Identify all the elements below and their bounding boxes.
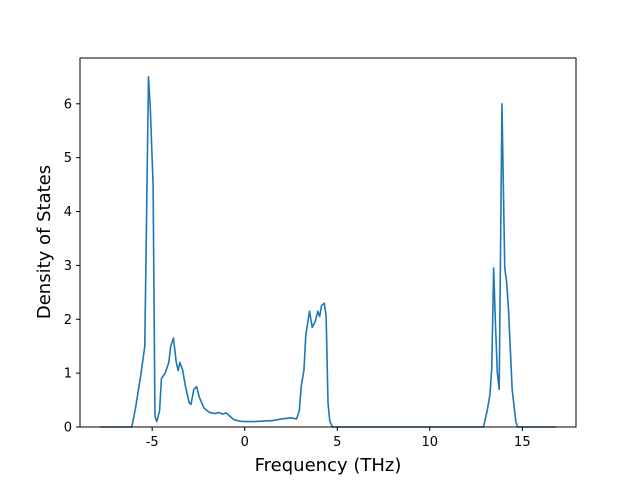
x-tick-label: 0 — [241, 435, 249, 450]
y-tick-label: 2 — [64, 313, 72, 328]
x-tick-label: 5 — [333, 435, 341, 450]
y-tick-label: 5 — [64, 151, 72, 166]
x-tick-label: 10 — [422, 435, 439, 450]
plot-frame — [79, 57, 577, 428]
y-tick-label: 0 — [64, 421, 72, 436]
x-axis-label: Frequency (THz) — [255, 455, 402, 476]
series-line-0 — [100, 76, 556, 428]
y-tick-label: 6 — [64, 97, 72, 112]
x-tick-label: 15 — [514, 435, 531, 450]
axis-ticks: -5 0 5 10 15 0 1 2 3 4 5 6 — [64, 97, 531, 450]
plot-area — [100, 76, 556, 428]
x-tick-label: -5 — [146, 435, 159, 450]
y-tick-label: 4 — [64, 205, 72, 220]
y-axis-label: Density of States — [34, 165, 55, 319]
y-tick-label: 3 — [64, 259, 72, 274]
y-tick-label: 1 — [64, 367, 72, 382]
